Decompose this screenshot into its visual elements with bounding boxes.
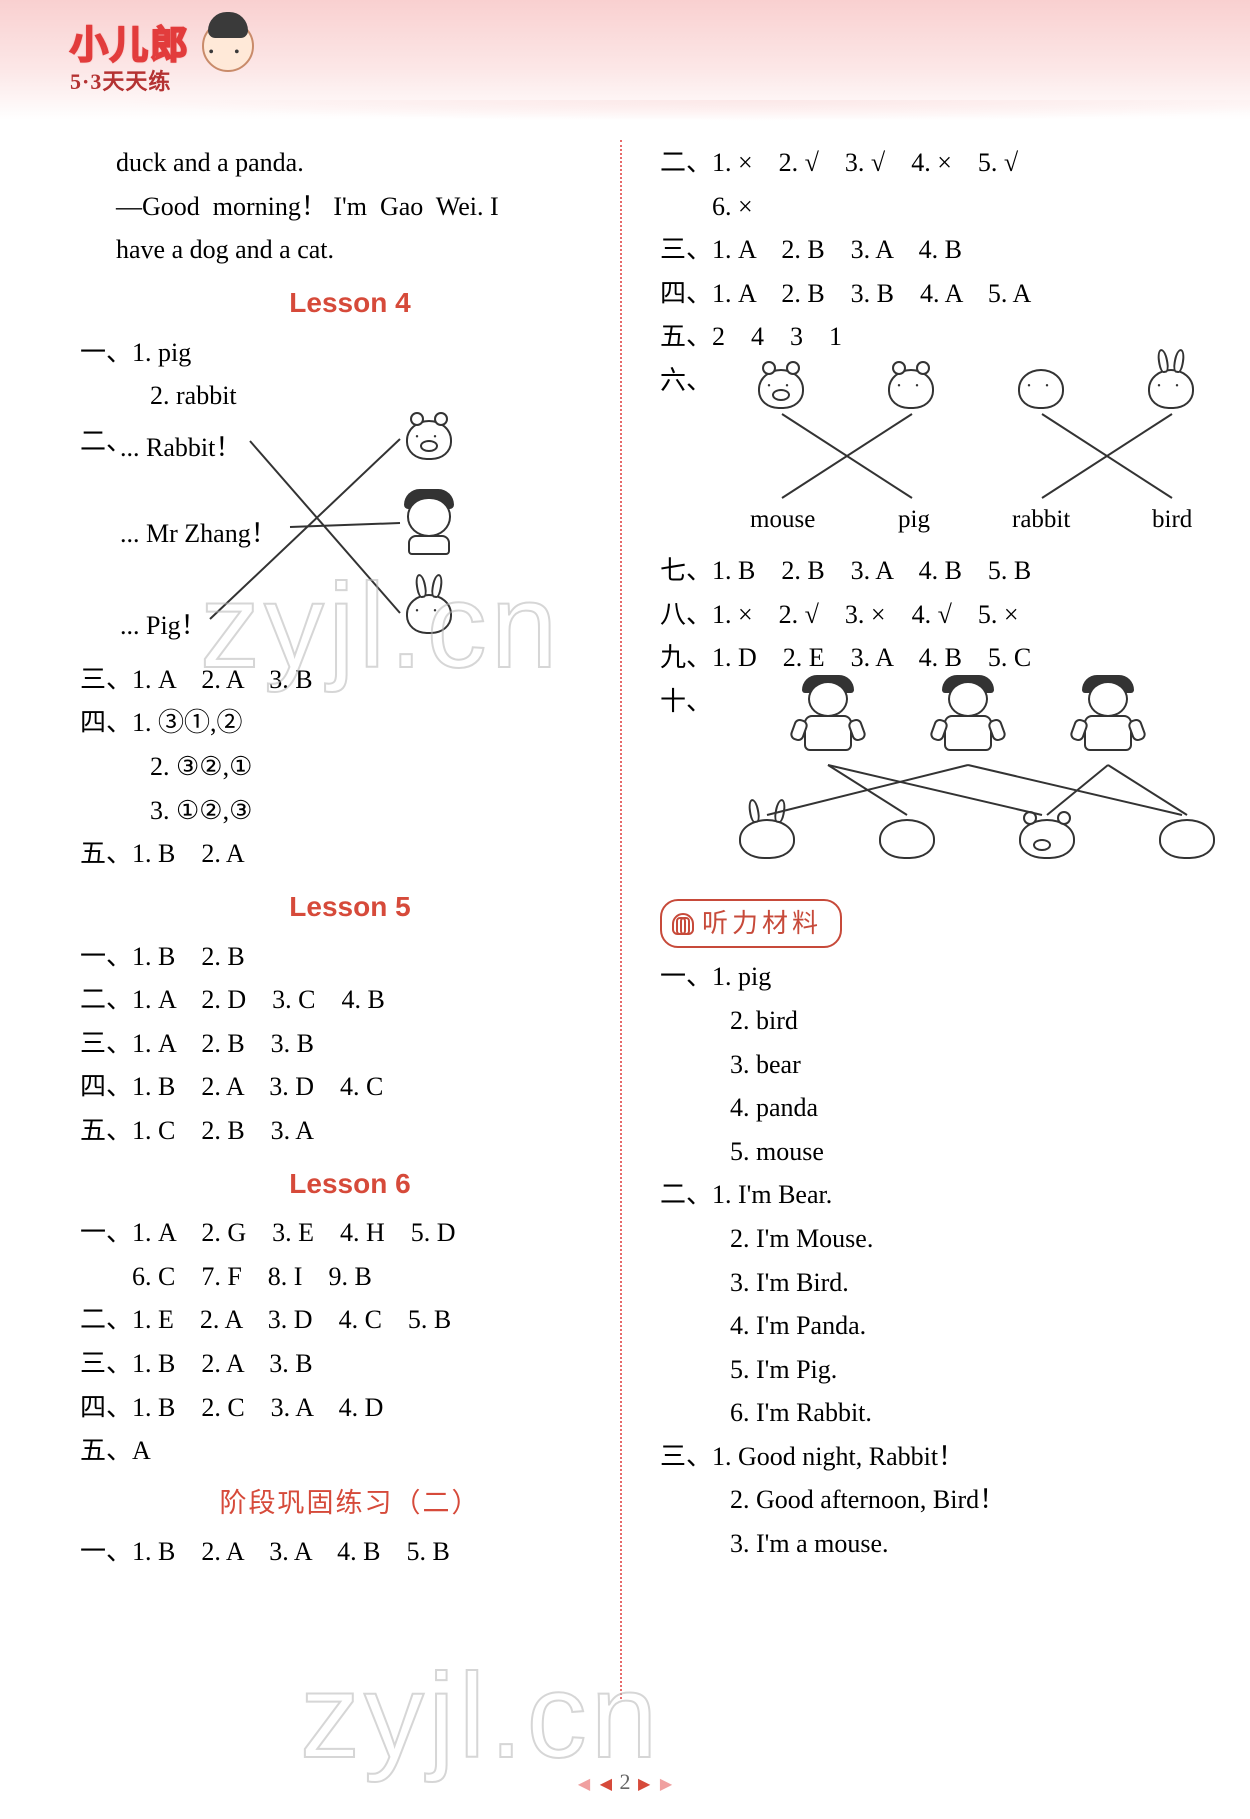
l6-row: 一、1. A 2. G 3. E 4. H 5. D xyxy=(80,1212,620,1254)
l4-q5: 五、1. B 2. A xyxy=(80,833,620,875)
r-q5: 五、2 4 3 1 xyxy=(660,316,1200,358)
r-q8: 八、1. × 2. √ 3. × 4. √ 5. × xyxy=(660,594,1200,636)
l5-row: 二、1. A 2. D 3. C 4. B xyxy=(80,979,620,1021)
ten-lines xyxy=(712,681,1200,881)
logo-sub-text: 5·3天天练 xyxy=(70,64,171,99)
l6-row: 三、1. B 2. A 3. B xyxy=(80,1343,620,1385)
l6-row: 二、1. E 2. A 3. D 4. C 5. B xyxy=(80,1299,620,1341)
l5-row: 五、1. C 2. B 3. A xyxy=(80,1110,620,1152)
r-q7: 七、1. B 2. B 3. A 4. B 5. B xyxy=(660,550,1200,592)
lesson-6-title: Lesson 6 xyxy=(80,1162,620,1207)
l4-q1: 一、1. pig xyxy=(80,332,620,374)
triangle-icon: ◀ xyxy=(578,1772,590,1798)
listening-material-heading: 听力材料 xyxy=(660,899,842,949)
logo: 小儿郎 5·3天天练 xyxy=(70,16,254,77)
intro-line: —Good morning！ I'm Gao Wei. I xyxy=(80,186,620,228)
tl2-row: 5. I'm Pig. xyxy=(660,1349,1200,1391)
lesson-5-title: Lesson 5 xyxy=(80,885,620,930)
triangle-icon: ▶ xyxy=(638,1772,650,1798)
intro-line: have a dog and a cat. xyxy=(80,229,620,271)
r-q6-prefix: 六、 xyxy=(660,360,712,402)
l4-q2-match: 二、 ... Rabbit！ ... Mr Zhang！ ... Pig！ xyxy=(80,421,620,651)
r-q10-prefix: 十、 xyxy=(660,681,712,723)
l5-row: 一、1. B 2. B xyxy=(80,936,620,978)
page-footer: ◀ ◀ 2 ▶ ▶ xyxy=(0,1764,1250,1799)
r-q4: 四、1. A 2. B 3. B 4. A 5. A xyxy=(660,273,1200,315)
tl3-row: 2. Good afternoon, Bird！ xyxy=(660,1479,1200,1521)
tl2-row: 二、1. I'm Bear. xyxy=(660,1174,1200,1216)
l4-q4-2: 2. ③②,① xyxy=(80,746,620,788)
l6-row: 五、A xyxy=(80,1430,620,1472)
header-background: 小儿郎 5·3天天练 xyxy=(0,0,1250,120)
tl1-row: 5. mouse xyxy=(660,1131,1200,1173)
left-column: duck and a panda. —Good morning！ I'm Gao… xyxy=(80,140,620,1575)
triangle-icon: ▶ xyxy=(660,1772,672,1798)
headphone-icon xyxy=(672,913,694,935)
lesson-4-title: Lesson 4 xyxy=(80,281,620,326)
r-q2: 二、1. × 2. √ 3. √ 4. × 5. √ xyxy=(660,142,1200,184)
tl1-row: 2. bird xyxy=(660,1000,1200,1042)
l4-q1-2: 2. rabbit xyxy=(80,375,620,417)
stage-row: 一、1. B 2. A 3. A 4. B 5. B xyxy=(80,1531,620,1573)
r-q2b: 6. × xyxy=(660,186,1200,228)
tl1-row: 4. panda xyxy=(660,1087,1200,1129)
tl3-row: 3. I'm a mouse. xyxy=(660,1523,1200,1565)
l5-row: 四、1. B 2. A 3. D 4. C xyxy=(80,1066,620,1108)
right-column: 二、1. × 2. √ 3. √ 4. × 5. √ 6. × 三、1. A 2… xyxy=(660,140,1200,1567)
intro-line: duck and a panda. xyxy=(80,142,620,184)
tl2-row: 2. I'm Mouse. xyxy=(660,1218,1200,1260)
r-q9: 九、1. D 2. E 3. A 4. B 5. C xyxy=(660,637,1200,679)
l4-q4-3: 3. ①②,③ xyxy=(80,790,620,832)
tl3-row: 三、1. Good night, Rabbit！ xyxy=(660,1436,1200,1478)
l4-q4-1: 四、1. ③①,② xyxy=(80,702,620,744)
stage-title: 阶段巩固练习（二） xyxy=(80,1482,620,1525)
l6-row: 6. C 7. F 8. I 9. B xyxy=(80,1256,620,1298)
column-divider xyxy=(620,140,622,1699)
match-lines xyxy=(80,421,620,651)
page-number: 2 xyxy=(620,1769,631,1794)
tl1-row: 3. bear xyxy=(660,1044,1200,1086)
listening-title: 听力材料 xyxy=(702,903,822,945)
tl2-row: 4. I'm Panda. xyxy=(660,1305,1200,1347)
triangle-icon: ◀ xyxy=(600,1772,612,1798)
six-lines xyxy=(712,360,1200,540)
tl2-row: 3. I'm Bird. xyxy=(660,1262,1200,1304)
l4-q3: 三、1. A 2. A 3. B xyxy=(80,659,620,701)
tl2-row: 6. I'm Rabbit. xyxy=(660,1392,1200,1434)
logo-mascot-icon xyxy=(202,20,254,72)
r-q3: 三、1. A 2. B 3. A 4. B xyxy=(660,229,1200,271)
l6-row: 四、1. B 2. C 3. A 4. D xyxy=(80,1387,620,1429)
r-q6-match: mouse pig rabbit bird xyxy=(712,360,1200,540)
tl1-row: 一、1. pig xyxy=(660,956,1200,998)
l5-row: 三、1. A 2. B 3. B xyxy=(80,1023,620,1065)
r-q10-match xyxy=(712,681,1200,881)
